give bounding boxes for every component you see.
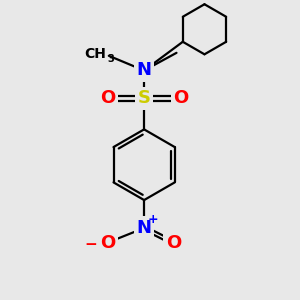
Text: +: + [148,213,158,226]
Text: O: O [100,234,115,252]
Text: O: O [173,89,188,107]
Text: 3: 3 [107,54,114,64]
Text: −: − [85,237,98,252]
Text: O: O [166,234,181,252]
Text: N: N [136,61,152,80]
Text: S: S [138,89,151,107]
Text: CH: CH [84,47,106,61]
Text: N: N [136,219,152,237]
Text: O: O [100,89,115,107]
